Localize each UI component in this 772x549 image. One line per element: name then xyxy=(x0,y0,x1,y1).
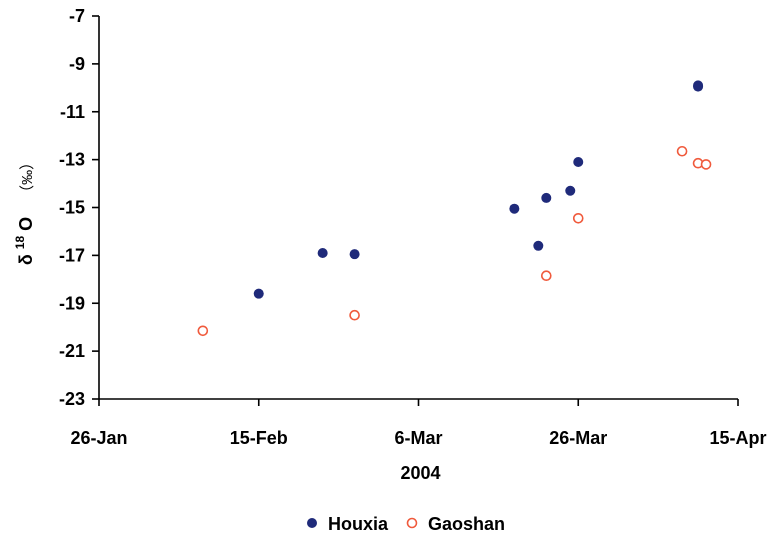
legend-label-houxia: Houxia xyxy=(328,514,389,534)
y-tick-label: -23 xyxy=(59,389,85,409)
y-tick-label: -7 xyxy=(69,6,85,26)
data-point-gaoshan xyxy=(540,270,552,282)
data-point-gaoshan xyxy=(572,212,584,224)
y-tick-label: -11 xyxy=(60,102,85,122)
y-tick-label: -9 xyxy=(69,54,85,74)
data-point-gaoshan xyxy=(700,159,712,170)
data-point-houxia xyxy=(533,240,544,251)
data-points xyxy=(197,80,712,337)
data-point-houxia xyxy=(541,192,552,203)
data-point-houxia xyxy=(349,249,360,260)
data-point-gaoshan xyxy=(349,309,360,321)
y-axis-title: δ 18 O （‰） xyxy=(8,155,36,265)
legend-marker-gaoshan xyxy=(406,517,418,529)
y-axis-title-superscript: 18 xyxy=(13,236,27,250)
data-point-houxia xyxy=(317,247,328,258)
x-tick-label: 15-Feb xyxy=(230,428,288,448)
x-axis-title: 2004 xyxy=(400,463,440,483)
x-tick-label: 26-Mar xyxy=(549,428,607,448)
data-point-houxia xyxy=(565,185,576,196)
legend-marker-houxia xyxy=(307,518,317,528)
ticks: -7 -9 -11 -13 -15 -17 -19 -21 -23 26-Jan 15-Feb 6-M… xyxy=(59,6,767,448)
legend-label-gaoshan: Gaoshan xyxy=(428,514,505,534)
data-point-houxia xyxy=(509,203,520,214)
y-tick-label: -17 xyxy=(59,245,85,265)
axes xyxy=(98,16,738,400)
y-axis-title-unit: （‰） xyxy=(19,155,36,200)
data-point-houxia xyxy=(693,80,704,91)
y-tick-label: -19 xyxy=(59,293,85,313)
data-point-houxia xyxy=(573,157,584,168)
data-point-houxia xyxy=(253,288,264,299)
legend: Houxia Gaoshan xyxy=(307,514,505,534)
y-tick-label: -21 xyxy=(59,341,85,361)
y-tick-label: -15 xyxy=(59,198,85,218)
y-axis-title-o: O xyxy=(16,217,36,231)
data-point-gaoshan xyxy=(197,325,209,337)
x-tick-label: 6-Mar xyxy=(394,428,442,448)
y-tick-label: -13 xyxy=(59,150,85,170)
x-tick-label: 15-Apr xyxy=(709,428,766,448)
y-axis-title-delta: δ xyxy=(16,254,36,265)
x-tick-label: 26-Jan xyxy=(70,428,127,448)
data-point-gaoshan xyxy=(676,145,688,157)
